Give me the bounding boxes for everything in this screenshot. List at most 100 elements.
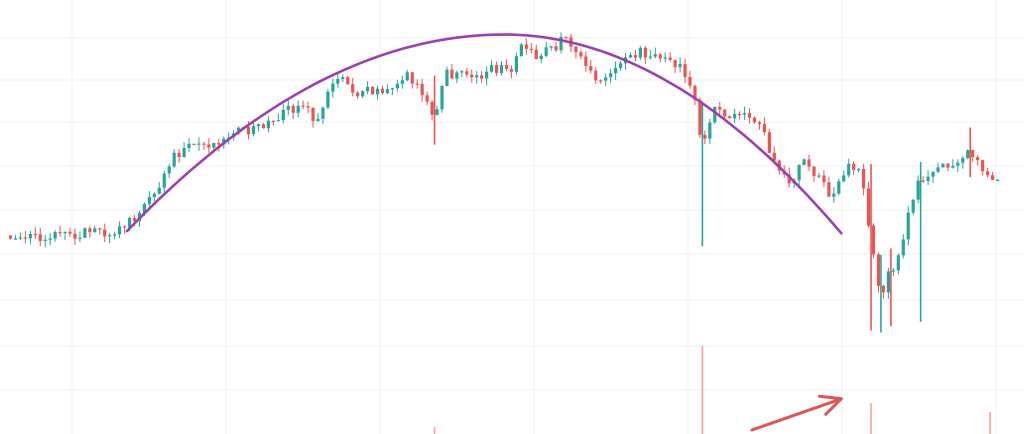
candle-body [559, 36, 563, 51]
candle-body [266, 120, 270, 129]
candle [519, 42, 523, 57]
candle-body [390, 88, 394, 90]
candle [971, 149, 975, 162]
candle [415, 79, 419, 89]
candle [604, 73, 608, 86]
candle [896, 253, 900, 275]
candle-body [837, 181, 841, 194]
candle-body [177, 152, 181, 157]
candle [286, 100, 290, 116]
candle-body [916, 180, 920, 200]
candle-body [693, 85, 697, 100]
candle [916, 175, 920, 204]
candle [961, 156, 965, 169]
candle [931, 171, 935, 183]
candle-body [881, 285, 886, 293]
candle-body [762, 123, 766, 133]
candle [648, 49, 652, 60]
candle-body [152, 193, 156, 198]
candle-body [524, 44, 528, 49]
candle-body [986, 171, 990, 176]
candle [450, 63, 454, 80]
candle [261, 123, 266, 129]
candle [122, 225, 127, 234]
candle-body [787, 174, 791, 184]
candle [718, 101, 722, 115]
candle [906, 206, 910, 246]
candle [470, 69, 474, 83]
candle-body [604, 77, 608, 81]
candle-body [38, 234, 42, 242]
candle-body [485, 71, 489, 79]
candle [400, 75, 404, 89]
candle-body [609, 73, 613, 78]
candle [281, 104, 285, 124]
candle-body [356, 92, 360, 97]
candle-body [88, 228, 92, 233]
candle [341, 74, 345, 83]
candle-body [862, 169, 866, 189]
candle [217, 138, 221, 152]
candle [147, 191, 151, 208]
candle [410, 71, 414, 89]
candle-body [673, 59, 677, 68]
rounding-top-arc [125, 33, 843, 235]
candle [995, 178, 1000, 181]
candle [871, 223, 876, 258]
candle-body [361, 91, 365, 97]
candle [866, 181, 871, 228]
candle-body [78, 237, 82, 239]
candle [752, 116, 757, 124]
candle [594, 67, 598, 84]
candle [876, 252, 881, 293]
candle [370, 85, 375, 95]
candle [802, 158, 806, 166]
candle-body [108, 235, 112, 237]
candle [921, 176, 925, 183]
candle [862, 163, 866, 196]
candle [703, 130, 707, 145]
candle-body [946, 163, 950, 168]
candle-body [817, 175, 821, 177]
candle [28, 231, 32, 245]
candle [757, 120, 762, 130]
candle-body [127, 218, 132, 228]
candle-body [574, 46, 578, 53]
candle-body [906, 212, 910, 240]
candle [609, 68, 613, 84]
candle-body [405, 72, 409, 81]
candle-body [579, 52, 583, 57]
candle-body [291, 105, 295, 113]
candle [83, 227, 87, 239]
candle [58, 225, 62, 237]
candle-body [475, 75, 479, 78]
candle-body [306, 106, 310, 108]
candle [43, 234, 47, 248]
candle-body [976, 157, 980, 161]
candle-body [584, 56, 588, 67]
candle [599, 79, 603, 84]
candle [990, 171, 995, 181]
candle-body [812, 166, 816, 177]
candle [375, 85, 380, 100]
candle-body [455, 72, 459, 79]
candle [683, 58, 687, 84]
candle [202, 141, 206, 150]
candle [742, 106, 747, 120]
candle-body [251, 126, 256, 135]
candle-body [767, 132, 771, 153]
candle [524, 38, 528, 55]
candle-body [375, 88, 380, 95]
candle [812, 166, 816, 183]
candle-body [430, 101, 434, 115]
candle-body [43, 239, 47, 242]
candle [514, 52, 518, 75]
candle-body [723, 109, 727, 117]
candle-body [301, 105, 305, 107]
candle [207, 138, 211, 153]
candle-body [956, 162, 960, 166]
candle-body [23, 237, 27, 239]
candle [172, 149, 176, 169]
candle [762, 117, 766, 136]
candle [589, 59, 593, 74]
